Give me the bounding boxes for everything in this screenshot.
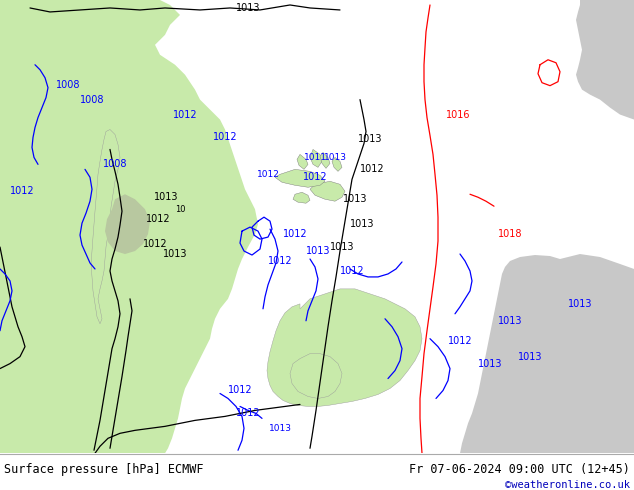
Text: 1012: 1012 [228, 386, 252, 395]
Text: 1012: 1012 [283, 229, 307, 239]
Text: 1013: 1013 [269, 424, 292, 433]
Text: 1008: 1008 [56, 80, 81, 90]
Text: 1012: 1012 [212, 132, 237, 143]
Text: 1013: 1013 [154, 192, 178, 202]
Text: 1012: 1012 [10, 186, 34, 196]
Polygon shape [105, 194, 150, 254]
Text: 1013: 1013 [163, 249, 187, 259]
Polygon shape [310, 149, 322, 168]
Text: 1013: 1013 [236, 3, 260, 13]
Text: 1013: 1013 [306, 246, 330, 256]
Polygon shape [460, 254, 634, 453]
Text: 1013: 1013 [330, 242, 354, 252]
Text: 1013: 1013 [343, 194, 367, 204]
Text: 1012: 1012 [268, 256, 292, 266]
Text: 1012: 1012 [359, 164, 384, 174]
Text: 1012: 1012 [143, 239, 167, 249]
Text: Fr 07-06-2024 09:00 UTC (12+45): Fr 07-06-2024 09:00 UTC (12+45) [409, 463, 630, 476]
Text: 1012: 1012 [146, 214, 171, 224]
Text: Surface pressure [hPa] ECMWF: Surface pressure [hPa] ECMWF [4, 463, 204, 476]
Polygon shape [297, 154, 308, 170]
Polygon shape [293, 192, 310, 203]
Text: 1013: 1013 [498, 316, 522, 326]
Polygon shape [576, 0, 634, 120]
Text: 1016: 1016 [446, 110, 470, 120]
Text: 1013: 1013 [568, 299, 592, 309]
Text: 1012: 1012 [302, 172, 327, 182]
Polygon shape [290, 354, 342, 398]
Polygon shape [320, 152, 330, 169]
Text: 1012: 1012 [257, 170, 280, 179]
Polygon shape [91, 129, 120, 324]
Text: 1011: 1011 [304, 153, 327, 162]
Text: 1012: 1012 [236, 408, 261, 418]
Text: 10: 10 [175, 205, 185, 214]
Polygon shape [275, 170, 325, 187]
Text: 1012: 1012 [340, 266, 365, 276]
Polygon shape [267, 289, 422, 406]
Text: 1013: 1013 [518, 352, 542, 362]
Text: 1018: 1018 [498, 229, 522, 239]
Text: 1013: 1013 [478, 359, 502, 368]
Text: 1013: 1013 [323, 153, 347, 162]
Text: 1008: 1008 [80, 95, 104, 105]
Text: ©weatheronline.co.uk: ©weatheronline.co.uk [505, 480, 630, 490]
Polygon shape [332, 157, 342, 171]
Text: 1012: 1012 [448, 336, 472, 345]
Text: 1012: 1012 [172, 110, 197, 120]
Polygon shape [0, 0, 258, 453]
Polygon shape [310, 181, 345, 201]
Text: 1013: 1013 [350, 219, 374, 229]
Text: 1008: 1008 [103, 159, 127, 170]
Text: 1013: 1013 [358, 134, 382, 145]
